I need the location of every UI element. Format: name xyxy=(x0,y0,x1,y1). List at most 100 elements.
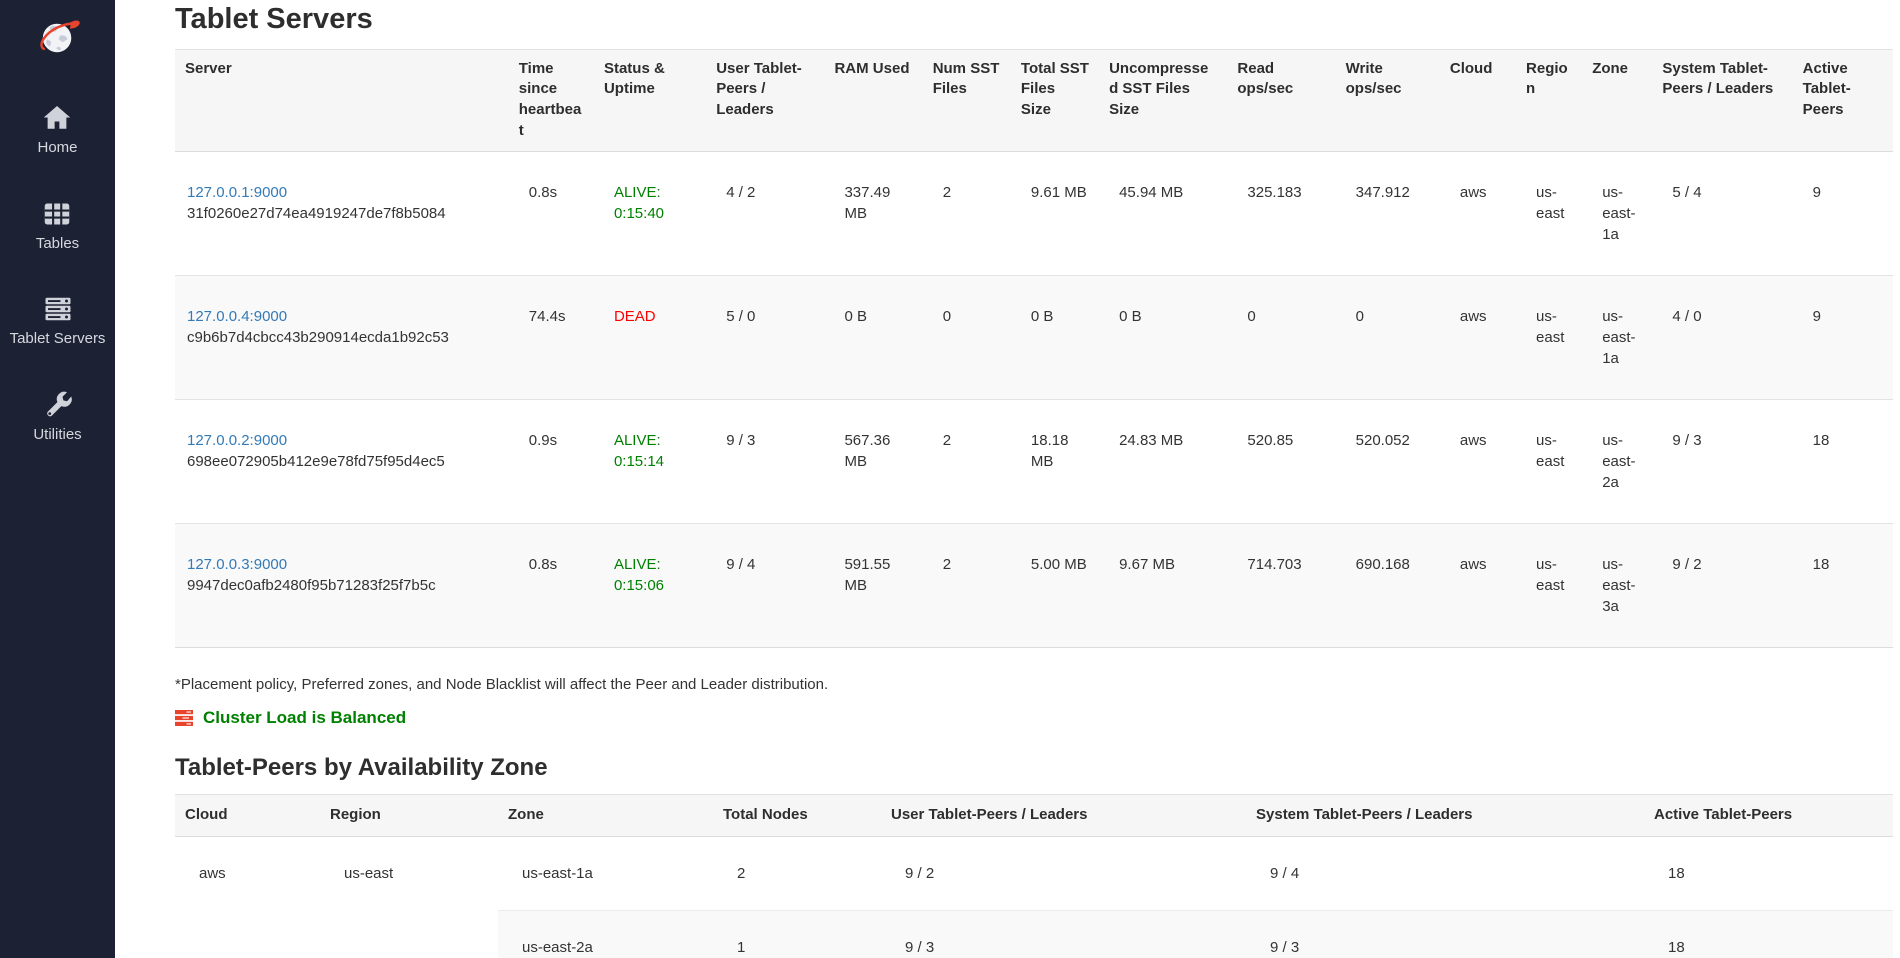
col-region: Region xyxy=(1516,48,1583,152)
table-header-row: Cloud Region Zone Total Nodes User Table… xyxy=(175,794,1893,838)
tables-icon xyxy=(42,199,72,229)
zone-value: us-east-2a xyxy=(1582,398,1653,524)
col-ram: RAM Used xyxy=(824,48,923,152)
sidebar-item-home[interactable]: Home xyxy=(37,103,78,157)
table-header-row: Server Time since heartbeat Status & Upt… xyxy=(175,48,1893,152)
tablet-servers-icon xyxy=(43,294,73,324)
col-cloud: Cloud xyxy=(175,794,320,838)
table-row: 127.0.0.4:9000 c9b6b7d4cbcc43b290914ecda… xyxy=(175,274,1893,400)
server-address-link[interactable]: 127.0.0.1:9000 xyxy=(187,183,288,201)
write-ops-value: 347.912 xyxy=(1355,183,1410,201)
sidebar-item-tables[interactable]: Tables xyxy=(36,199,79,253)
system-peers-value: 9 / 4 xyxy=(1270,865,1300,883)
sidebar-item-label: Tablet Servers xyxy=(9,330,106,347)
table-row: 127.0.0.1:9000 31f0260e27d74ea4919247de7… xyxy=(175,151,1893,275)
col-total-nodes: Total Nodes xyxy=(713,794,881,838)
sidebar: Home Tables xyxy=(0,0,115,958)
write-ops-value: 520.052 xyxy=(1335,398,1440,524)
num-sst-value: 2 xyxy=(922,398,1011,524)
total-sst-value: 18.18 MB xyxy=(1010,398,1100,524)
active-peers-value: 9 xyxy=(1812,183,1821,201)
col-cloud: Cloud xyxy=(1439,48,1517,152)
cluster-load-status: Cluster Load is Balanced xyxy=(175,708,1893,728)
ram-value: 591.55 MB xyxy=(824,522,923,648)
col-status: Status & Uptime xyxy=(593,48,707,152)
active-peers-value: 18 xyxy=(1792,398,1893,524)
region-value: us-east xyxy=(1516,398,1583,524)
sidebar-item-tablet-servers[interactable]: Tablet Servers xyxy=(9,294,106,348)
yugabyte-logo[interactable] xyxy=(35,18,81,61)
user-peers-value: 9 / 2 xyxy=(905,865,935,883)
read-ops-value: 714.703 xyxy=(1227,522,1336,648)
read-ops-value: 520.85 xyxy=(1227,398,1336,524)
server-address-link[interactable]: 127.0.0.3:9000 xyxy=(187,555,288,573)
col-system-peers: System Tablet-Peers / Leaders xyxy=(1652,48,1793,152)
active-peers-value: 18 xyxy=(1792,522,1893,648)
col-active-peers: Active Tablet-Peers xyxy=(1792,48,1893,152)
cloud-value: aws xyxy=(1459,183,1487,201)
uncompressed-sst-value: 45.94 MB xyxy=(1119,183,1184,201)
col-system-peers: System Tablet-Peers / Leaders xyxy=(1246,794,1644,838)
heartbeat-value: 0.9s xyxy=(508,398,594,524)
active-peers-value: 18 xyxy=(1644,910,1893,958)
zone-value: us-east-1a xyxy=(522,865,593,883)
server-uuid: c9b6b7d4cbcc43b290914ecda1b92c53 xyxy=(187,328,449,346)
cloud-value: aws xyxy=(199,865,226,883)
col-write-ops: Write ops/sec xyxy=(1335,48,1440,152)
zone-value: us-east-2a xyxy=(498,910,713,958)
table-row: us-east-2a 1 9 / 3 9 / 3 18 xyxy=(175,910,1893,958)
heartbeat-value: 0.8s xyxy=(508,522,594,648)
status-badge: DEAD xyxy=(613,307,656,325)
placement-policy-footnote: *Placement policy, Preferred zones, and … xyxy=(175,675,829,693)
load-balancer-tasks-icon xyxy=(175,709,193,726)
zone-value: us-east-1a xyxy=(1582,274,1653,400)
zones-section-title: Tablet-Peers by Availability Zone xyxy=(175,753,548,781)
region-value: us-east xyxy=(1516,274,1583,400)
zone-value: us-east-1a xyxy=(1602,183,1636,243)
wrench-icon xyxy=(43,390,73,420)
user-peers-value: 5 / 0 xyxy=(706,274,825,400)
col-zone: Zone xyxy=(498,794,713,838)
sidebar-item-label: Utilities xyxy=(33,425,82,443)
system-peers-value: 9 / 3 xyxy=(1246,910,1644,958)
read-ops-value: 325.183 xyxy=(1247,183,1302,201)
main-content: Tablet Servers Server Time since heartbe… xyxy=(115,0,1900,958)
col-zone: Zone xyxy=(1582,48,1653,152)
col-active-peers: Active Tablet-Peers xyxy=(1644,794,1893,838)
status-badge: ALIVE: 0:15:06 xyxy=(613,555,664,594)
sidebar-item-label: Tables xyxy=(35,234,80,252)
home-icon xyxy=(42,103,72,133)
col-server: Server xyxy=(175,48,509,152)
num-sst-value: 2 xyxy=(922,522,1011,648)
cloud-value: aws xyxy=(1439,398,1517,524)
system-peers-value: 9 / 3 xyxy=(1652,398,1793,524)
sidebar-item-utilities[interactable]: Utilities xyxy=(33,390,82,444)
load-status-text: Cluster Load is Balanced xyxy=(203,707,407,727)
num-sst-value: 0 xyxy=(922,274,1011,400)
col-user-peers: User Tablet-Peers / Leaders xyxy=(706,48,825,152)
col-heartbeat: Time since heartbeat xyxy=(508,48,594,152)
cloud-value: aws xyxy=(1439,274,1517,400)
server-address-link[interactable]: 127.0.0.4:9000 xyxy=(187,307,288,325)
col-total-sst: Total SST Files Size xyxy=(1010,48,1100,152)
server-uuid: 9947dec0afb2480f95b71283f25f7b5c xyxy=(187,576,436,594)
server-uuid: 698ee072905b412e9e78fd75f95d4ec5 xyxy=(187,452,445,470)
page-title: Tablet Servers xyxy=(175,3,373,35)
col-uncompressed-sst: Uncompressed SST Files Size xyxy=(1099,48,1228,152)
uncompressed-sst-value: 24.83 MB xyxy=(1099,398,1228,524)
table-row: 127.0.0.2:9000 698ee072905b412e9e78fd75f… xyxy=(175,398,1893,524)
col-region: Region xyxy=(320,794,498,838)
ram-value: 0 B xyxy=(824,274,923,400)
uncompressed-sst-value: 0 B xyxy=(1099,274,1228,400)
region-value: us-east xyxy=(344,865,394,883)
cloud-value: aws xyxy=(1439,522,1517,648)
region-value: us-east xyxy=(1536,183,1565,222)
total-sst-value: 5.00 MB xyxy=(1010,522,1100,648)
active-peers-value: 9 xyxy=(1792,274,1893,400)
tablet-servers-table: Server Time since heartbeat Status & Upt… xyxy=(175,48,1893,648)
server-address-link[interactable]: 127.0.0.2:9000 xyxy=(187,431,288,449)
status-badge: ALIVE: 0:15:14 xyxy=(613,431,664,470)
read-ops-value: 0 xyxy=(1227,274,1336,400)
heartbeat-value: 0.8s xyxy=(528,183,558,201)
